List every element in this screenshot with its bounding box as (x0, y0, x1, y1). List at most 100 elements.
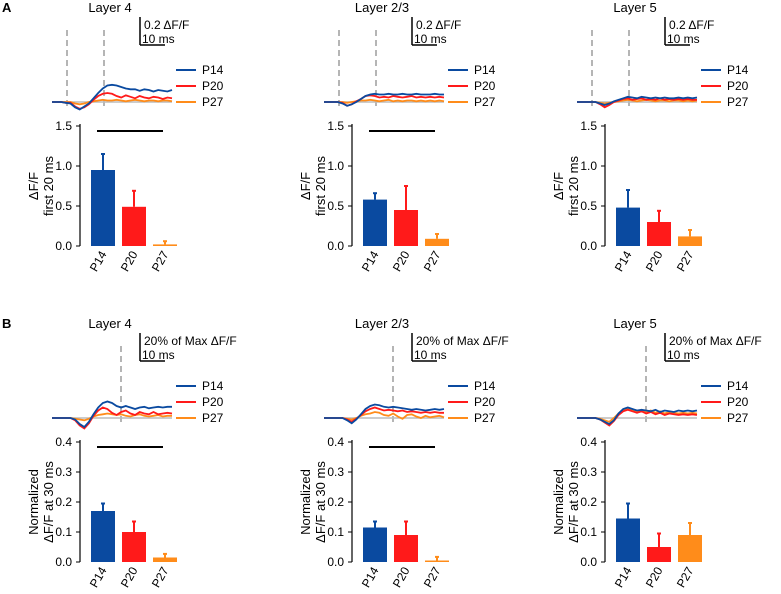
bar-p27 (425, 560, 449, 562)
bar-p27 (153, 557, 177, 562)
y-tick-label: 0.0 (55, 555, 72, 569)
y-axis-label-line: ΔF/F at 30 ms (566, 461, 581, 543)
y-tick-label: 0.4 (327, 435, 344, 449)
trace-p27 (52, 412, 172, 422)
panel-letter: A (2, 0, 12, 15)
trace-p14 (324, 403, 445, 425)
bar-p14 (616, 518, 640, 562)
bar-p20 (122, 532, 146, 562)
legend-label-p20: P20 (727, 395, 749, 409)
scale-bar-amplitude-label: 0.2 ΔF/F (416, 18, 461, 32)
y-tick-label: 0.0 (327, 239, 344, 253)
x-tick-label-p20: P20 (643, 564, 666, 590)
bar-p14 (91, 170, 115, 246)
legend-label-p27: P27 (474, 95, 496, 109)
scale-bar-amplitude-label: 20% of Max ΔF/F (416, 334, 509, 348)
y-tick-label: 0.2 (580, 495, 597, 509)
y-axis-label-line: first 20 ms (566, 156, 581, 216)
bar-p27 (678, 236, 702, 246)
y-tick-label: 0.1 (580, 525, 597, 539)
x-tick-label-p27: P27 (149, 248, 172, 274)
scale-bar-time-label: 10 ms (667, 32, 700, 46)
x-tick-label-p14: P14 (359, 564, 382, 590)
y-axis-label: NormalizedΔF/F at 30 ms (26, 461, 56, 543)
legend-label-p14: P14 (202, 379, 224, 393)
scale-bar-time-label: 10 ms (142, 348, 175, 362)
y-tick-label: 0.3 (580, 465, 597, 479)
x-tick-label-p20: P20 (390, 248, 413, 274)
panel-a: A Layer 40.2 ΔF/F10 msP14P20P270.00.51.01… (2, 0, 749, 274)
y-axis-label-line: ΔF/F (298, 172, 313, 200)
bar-p14 (363, 527, 387, 562)
y-tick-label: 0.2 (327, 495, 344, 509)
legend-label-p14: P14 (727, 63, 749, 77)
subplot-layer-2-3: Layer 2/3 0.2 ΔF/F10 ms P14 P20 P27 0.0 0.5 1.0… (298, 0, 496, 274)
subplot-title: Layer 4 (88, 316, 131, 331)
legend-label-p20: P20 (474, 79, 496, 93)
legend-label-p14: P14 (474, 63, 496, 77)
x-tick-label-p14: P14 (612, 248, 635, 274)
x-tick-label-p27: P27 (149, 564, 172, 590)
y-tick-label: 0.5 (55, 199, 72, 213)
x-tick-label-p27: P27 (674, 248, 697, 274)
legend-label-p14: P14 (202, 63, 224, 77)
legend-label-p27: P27 (202, 411, 224, 425)
y-tick-label: 0.0 (580, 239, 597, 253)
y-axis-label: ΔF/Ffirst 20 ms (298, 156, 328, 216)
bar-p27 (425, 238, 449, 246)
subplot-title: Layer 2/3 (355, 0, 409, 15)
y-tick-label: 0.3 (55, 465, 72, 479)
y-tick-label: 0.0 (55, 239, 72, 253)
y-axis-label: NormalizedΔF/F at 30 ms (551, 461, 581, 543)
y-tick-label: 0.4 (55, 435, 72, 449)
legend-label-p20: P20 (727, 79, 749, 93)
y-axis-label-line: ΔF/F (551, 172, 566, 200)
scale-bar-amplitude-label: 0.2 ΔF/F (144, 18, 189, 32)
x-tick-label-p14: P14 (612, 564, 635, 590)
y-axis-label-line: Normalized (551, 469, 566, 535)
bar-p14 (91, 511, 115, 562)
y-axis-label-line: Normalized (26, 469, 41, 535)
x-tick-label-p14: P14 (359, 248, 382, 274)
scale-bar-amplitude-label: 20% of Max ΔF/F (669, 334, 762, 348)
legend-label-p20: P20 (474, 395, 496, 409)
y-tick-label: 0.5 (580, 199, 597, 213)
y-tick-label: 0.4 (580, 435, 597, 449)
subplot-layer-2-3: Layer 2/3 20% of Max ΔF/F10 ms P14 P20 P27 0.… (298, 316, 509, 590)
y-tick-label: 0.5 (327, 199, 344, 213)
y-axis-label: NormalizedΔF/F at 30 ms (298, 461, 328, 543)
x-tick-label-p20: P20 (390, 564, 413, 590)
bar-p20 (647, 547, 671, 562)
bar-p20 (394, 535, 418, 562)
bar-p14 (363, 199, 387, 246)
y-axis-label-line: first 20 ms (313, 156, 328, 216)
y-axis-label-line: ΔF/F at 30 ms (41, 461, 56, 543)
legend-label-p27: P27 (202, 95, 224, 109)
subplot-title: Layer 5 (613, 0, 656, 15)
x-tick-label-p20: P20 (118, 248, 141, 274)
y-tick-label: 1.5 (327, 119, 344, 133)
y-tick-label: 0.0 (580, 555, 597, 569)
y-tick-label: 1.0 (55, 159, 72, 173)
subplot-layer-4: Layer 4 20% of Max ΔF/F10 ms P14 P20 P27 0.0 0… (26, 316, 237, 590)
subplot-layer-5: Layer 5 0.2 ΔF/F10 ms P14 P20 P27 0.0 0.5 1.0 1.… (551, 0, 749, 274)
y-tick-label: 1.0 (580, 159, 597, 173)
y-tick-label: 1.5 (580, 119, 597, 133)
trace-p14 (577, 95, 698, 106)
x-tick-label-p27: P27 (421, 564, 444, 590)
subplot-title: Layer 5 (613, 316, 656, 331)
y-tick-label: 0.3 (327, 465, 344, 479)
scale-bar-time-label: 10 ms (414, 32, 447, 46)
legend-label-p14: P14 (474, 379, 496, 393)
trace-p27 (324, 98, 445, 104)
y-axis-label: ΔF/Ffirst 20 ms (26, 156, 56, 216)
panel-letter: B (2, 316, 11, 331)
y-tick-label: 0.0 (327, 555, 344, 569)
legend-label-p27: P27 (474, 411, 496, 425)
x-tick-label-p20: P20 (118, 564, 141, 590)
y-tick-label: 0.1 (327, 525, 344, 539)
scale-bar-amplitude-label: 20% of Max ΔF/F (144, 334, 237, 348)
y-axis-label-line: ΔF/F at 30 ms (313, 461, 328, 543)
subplot-layer-5: Layer 5 20% of Max ΔF/F10 ms P14 P20 P27 0.0 0… (551, 316, 762, 590)
